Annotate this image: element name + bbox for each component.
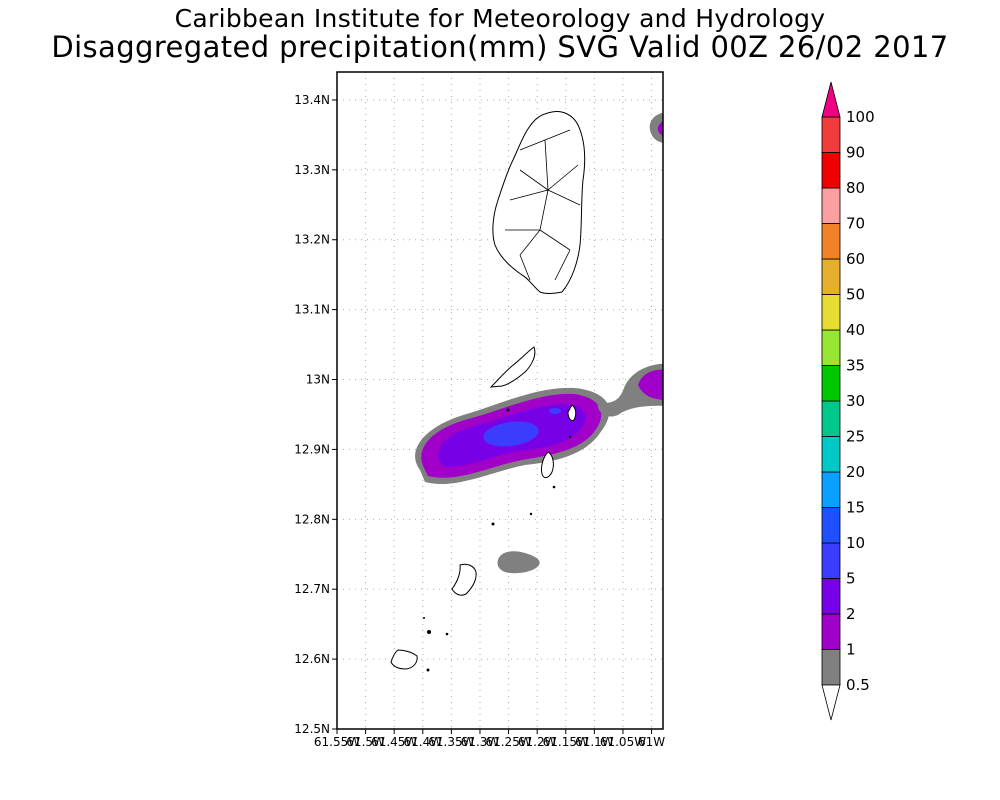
- island-bequia: [489, 346, 536, 388]
- colorbar-bin: [821, 649, 841, 686]
- island-union: [451, 563, 477, 596]
- colorbar-label: 35: [846, 357, 865, 375]
- islet: [426, 668, 430, 672]
- colorbar-bin: [821, 187, 841, 224]
- colorbar-bin: [821, 436, 841, 473]
- colorbar-label: 30: [846, 392, 865, 410]
- colorbar-bin: [821, 507, 841, 544]
- colorbar-label: 1: [846, 641, 856, 659]
- lon-tick-label: 61.1W: [575, 735, 614, 749]
- colorbar-label: 0.5: [846, 676, 870, 694]
- precip-area-east-north-1: [657, 121, 663, 136]
- islet: [568, 435, 572, 439]
- lon-tick-label: 61.3W: [461, 735, 500, 749]
- colorbar-bin: [821, 542, 841, 579]
- precip-area-east-mid-1: [638, 369, 663, 400]
- lat-tick-label: 13.2N: [294, 233, 330, 247]
- colorbar-label: 5: [846, 570, 856, 588]
- lon-tick-label: 61.4W: [403, 735, 442, 749]
- colorbar-label: 90: [846, 144, 865, 162]
- colorbar-bin: [821, 152, 841, 189]
- lat-tick-label: 12.8N: [294, 512, 330, 526]
- islet: [445, 632, 449, 636]
- island-canouan: [567, 404, 577, 421]
- lon-tick-label: 61W: [638, 735, 665, 749]
- colorbar-label: 50: [846, 286, 865, 304]
- islet: [423, 617, 425, 619]
- colorbar-bin: [821, 400, 841, 437]
- islet: [552, 485, 556, 489]
- chart-title: Caribbean Institute for Meteorology and …: [174, 4, 826, 33]
- grid-lines: [336, 72, 663, 730]
- colorbar-bin: [821, 258, 841, 295]
- lon-tick-label: 61.55W: [314, 735, 360, 749]
- precip-area-east-north-05: [649, 112, 663, 143]
- lat-tick-label: 13.4N: [294, 93, 330, 107]
- island-carriacou: [390, 649, 418, 670]
- colorbar-bin: [821, 294, 841, 331]
- colorbar-bin: [821, 365, 841, 402]
- colorbar-over-triangle: [821, 81, 841, 118]
- island-st-vincent: [492, 111, 586, 294]
- longitude-axis: 61.55W61.5W61.45W61.4W61.35W61.3W61.25W6…: [314, 729, 665, 749]
- colorbar-label: 10: [846, 534, 865, 552]
- st-vincent-drainage: [505, 129, 581, 281]
- colorbar-bin: [821, 223, 841, 260]
- colorbar-bin: [821, 578, 841, 615]
- precip-layer: [415, 112, 663, 574]
- precip-area-south-05: [497, 551, 540, 574]
- colorbar-label: 60: [846, 250, 865, 268]
- colorbar-bin: [821, 471, 841, 508]
- colorbar-label: 20: [846, 463, 865, 481]
- lat-tick-label: 12.7N: [294, 582, 330, 596]
- islet: [506, 408, 510, 412]
- colorbar-label: 15: [846, 499, 865, 517]
- chart-subtitle: Disaggregated precipitation(mm) SVG Vali…: [51, 30, 949, 64]
- lat-tick-label: 13N: [306, 373, 330, 387]
- islet: [491, 522, 495, 526]
- colorbar-label: 2: [846, 605, 856, 623]
- colorbar-under-triangle: [821, 684, 841, 721]
- plot-frame: [336, 71, 664, 730]
- colorbar-label: 25: [846, 428, 865, 446]
- lon-tick-label: 61.05W: [600, 735, 646, 749]
- islet: [427, 630, 431, 634]
- lat-tick-label: 12.5N: [294, 722, 330, 736]
- lat-tick-label: 12.6N: [294, 652, 330, 666]
- lat-tick-label: 12.9N: [294, 442, 330, 456]
- colorbar-label: 70: [846, 215, 865, 233]
- islet-dots: [423, 408, 572, 672]
- colorbar-label: 40: [846, 321, 865, 339]
- lon-tick-label: 61.25W: [485, 735, 531, 749]
- precip-area-main-5: [483, 421, 539, 447]
- lon-tick-label: 61.15W: [543, 735, 589, 749]
- lat-tick-label: 13.3N: [294, 163, 330, 177]
- colorbar-bin: [821, 329, 841, 366]
- lat-tick-label: 13.1N: [294, 303, 330, 317]
- colorbar-label: 80: [846, 179, 865, 197]
- colorbar-bin: [821, 116, 841, 153]
- precip-area-main-5b: [549, 408, 561, 414]
- lon-tick-label: 61.2W: [518, 735, 557, 749]
- islet: [529, 512, 533, 516]
- lon-tick-label: 61.5W: [346, 735, 385, 749]
- lon-tick-label: 61.35W: [428, 735, 474, 749]
- land-outlines: [390, 111, 586, 670]
- island-mustique: [541, 451, 554, 479]
- lon-tick-label: 61.45W: [371, 735, 417, 749]
- latitude-axis: 13.4N 13.3N 13.2N 13.1N 13N 12.9N 12.8N 12.7N 12…: [294, 93, 337, 736]
- colorbar-bin: [821, 613, 841, 650]
- colorbar-label: 100: [846, 108, 875, 126]
